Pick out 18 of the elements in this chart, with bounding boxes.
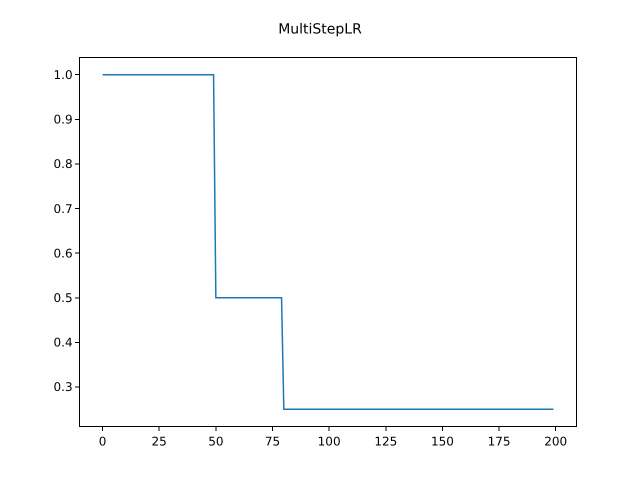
y-tick-label: 0.4: [54, 336, 73, 350]
y-tick-label: 0.7: [54, 202, 73, 216]
y-tick-label: 0.8: [54, 157, 73, 172]
y-tick-label: 0.9: [54, 112, 73, 127]
x-tick-label: 175: [488, 434, 511, 448]
x-tick-label: 25: [152, 434, 167, 448]
x-tick-label: 50: [208, 434, 224, 448]
chart-title: MultiStepLR: [278, 22, 362, 38]
x-tick-label: 150: [430, 434, 454, 448]
x-tick-label: 125: [374, 434, 398, 448]
y-tick-label: 0.6: [54, 246, 73, 260]
y-tick-label: 0.5: [54, 290, 73, 305]
x-tick-label: 200: [544, 434, 568, 448]
x-tick-label: 75: [264, 434, 280, 448]
x-tick-label: 100: [318, 434, 341, 448]
x-tick-label: 0: [98, 434, 106, 448]
y-tick-label: 1.0: [54, 68, 73, 82]
y-tick-label: 0.3: [54, 380, 73, 394]
